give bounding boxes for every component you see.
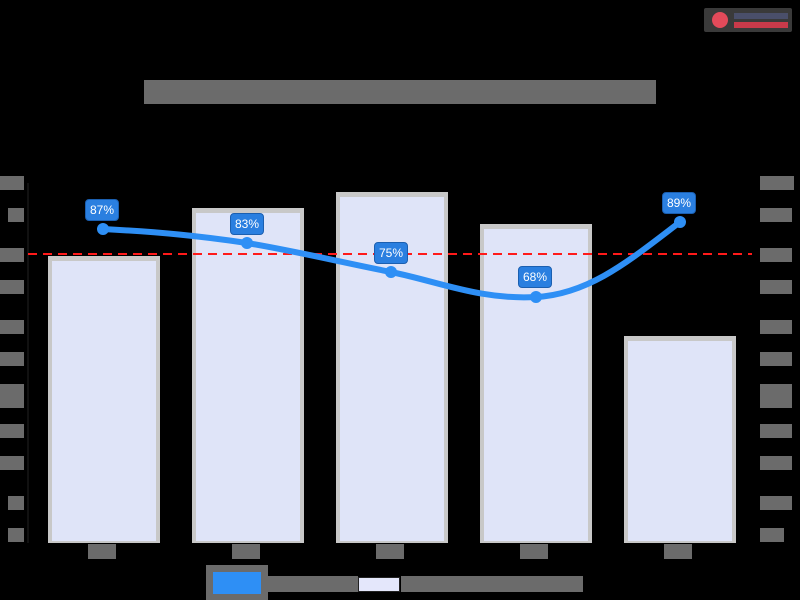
right-axis-tick-label — [760, 456, 792, 470]
left-axis-tick-label — [8, 208, 24, 222]
left-axis-tick-label — [8, 496, 24, 510]
right-axis-tick-label — [760, 384, 792, 408]
right-axis-tick-label — [760, 176, 794, 190]
legend-line-swatch[interactable] — [206, 565, 268, 600]
x-axis-category-label — [664, 544, 692, 559]
right-axis-tick-label — [760, 320, 792, 334]
x-axis-category-label — [376, 544, 404, 559]
x-axis-category-label — [232, 544, 260, 559]
logo-mark-icon — [712, 12, 728, 28]
right-axis-tick-label — [760, 424, 792, 438]
right-axis-tick-label — [760, 208, 792, 222]
data-label: 83% — [230, 213, 265, 235]
data-label: 68% — [518, 266, 553, 288]
logo-text-line — [734, 13, 788, 19]
logo-text-line — [734, 22, 788, 28]
data-label: 89% — [662, 192, 697, 214]
left-axis-tick-label — [0, 424, 24, 438]
left-axis-tick-label — [0, 384, 24, 408]
legend-bar-label[interactable] — [401, 576, 583, 592]
left-axis-tick-label — [0, 320, 24, 334]
data-label: 87% — [85, 199, 120, 221]
right-axis-tick-label — [760, 248, 792, 262]
legend-bar-swatch[interactable] — [358, 577, 400, 592]
brand-logo — [704, 8, 792, 32]
x-axis-category-label — [520, 544, 548, 559]
left-axis-tick-label — [0, 176, 24, 190]
x-axis-category-label — [88, 544, 116, 559]
right-axis-tick-label — [760, 496, 792, 510]
right-axis-tick-label — [760, 280, 792, 294]
bars — [48, 192, 736, 543]
right-axis-tick-label — [760, 352, 792, 366]
left-axis-tick-label — [8, 528, 24, 542]
left-axis-tick-label — [0, 280, 24, 294]
right-axis-tick-label — [760, 528, 784, 542]
left-axis-tick-label — [0, 456, 24, 470]
data-label: 75% — [374, 242, 409, 264]
left-axis-tick-label — [0, 248, 24, 262]
legend-line-label[interactable] — [264, 576, 358, 592]
chart-title — [144, 80, 656, 104]
left-axis-tick-label — [0, 352, 24, 366]
